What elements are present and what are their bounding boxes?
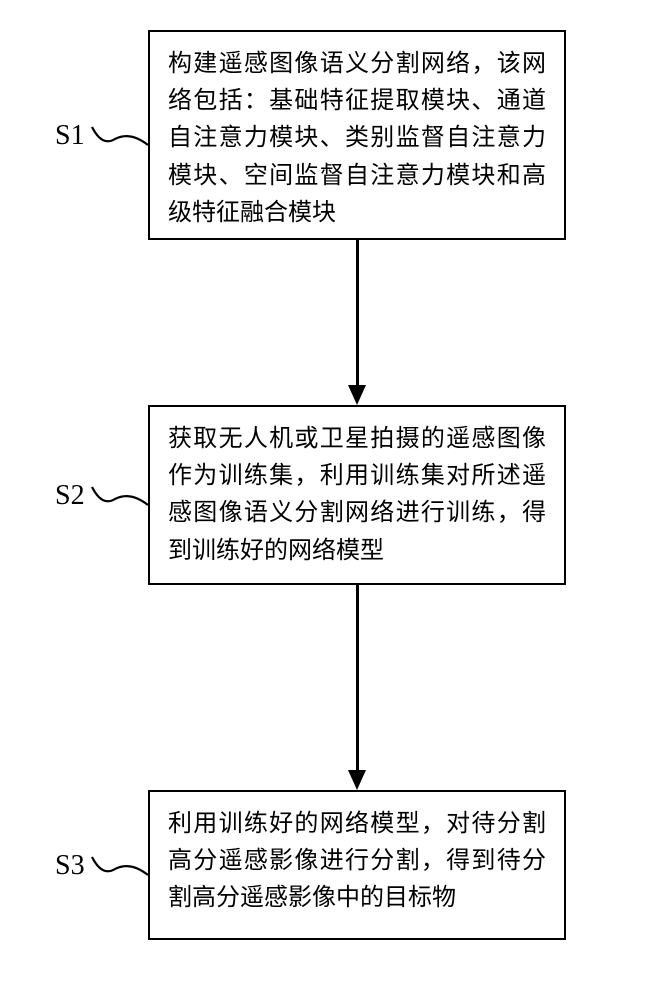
flowchart-canvas: S1 构建遥感图像语义分割网络，该网络包括：基础特征提取模块、通道自注意力模块、…: [0, 0, 645, 1000]
step-box-s1: 构建遥感图像语义分割网络，该网络包括：基础特征提取模块、通道自注意力模块、类别监…: [148, 30, 566, 240]
step-text-s3: 利用训练好的网络模型，对待分割高分遥感影像进行分割，得到待分割高分遥感影像中的目…: [168, 811, 546, 911]
step-text-s2: 获取无人机或卫星拍摄的遥感图像作为训练集，利用训练集对所述遥感图像语义分割网络进…: [168, 426, 546, 564]
step-text-s1: 构建遥感图像语义分割网络，该网络包括：基础特征提取模块、通道自注意力模块、类别监…: [168, 51, 546, 226]
arrow-s1-s2: [356, 240, 359, 385]
arrow-s2-s3: [356, 585, 359, 770]
arrow-head-s1-s2: [348, 385, 366, 405]
step-label-s2: S2: [55, 480, 85, 512]
arrow-head-s2-s3: [348, 770, 366, 790]
squiggle-s1: [90, 125, 150, 155]
step-box-s3: 利用训练好的网络模型，对待分割高分遥感影像进行分割，得到待分割高分遥感影像中的目…: [148, 790, 566, 940]
squiggle-s3: [90, 855, 150, 885]
step-label-s3: S3: [55, 850, 85, 882]
step-label-s1: S1: [55, 120, 85, 152]
squiggle-s2: [90, 485, 150, 515]
step-box-s2: 获取无人机或卫星拍摄的遥感图像作为训练集，利用训练集对所述遥感图像语义分割网络进…: [148, 405, 566, 585]
